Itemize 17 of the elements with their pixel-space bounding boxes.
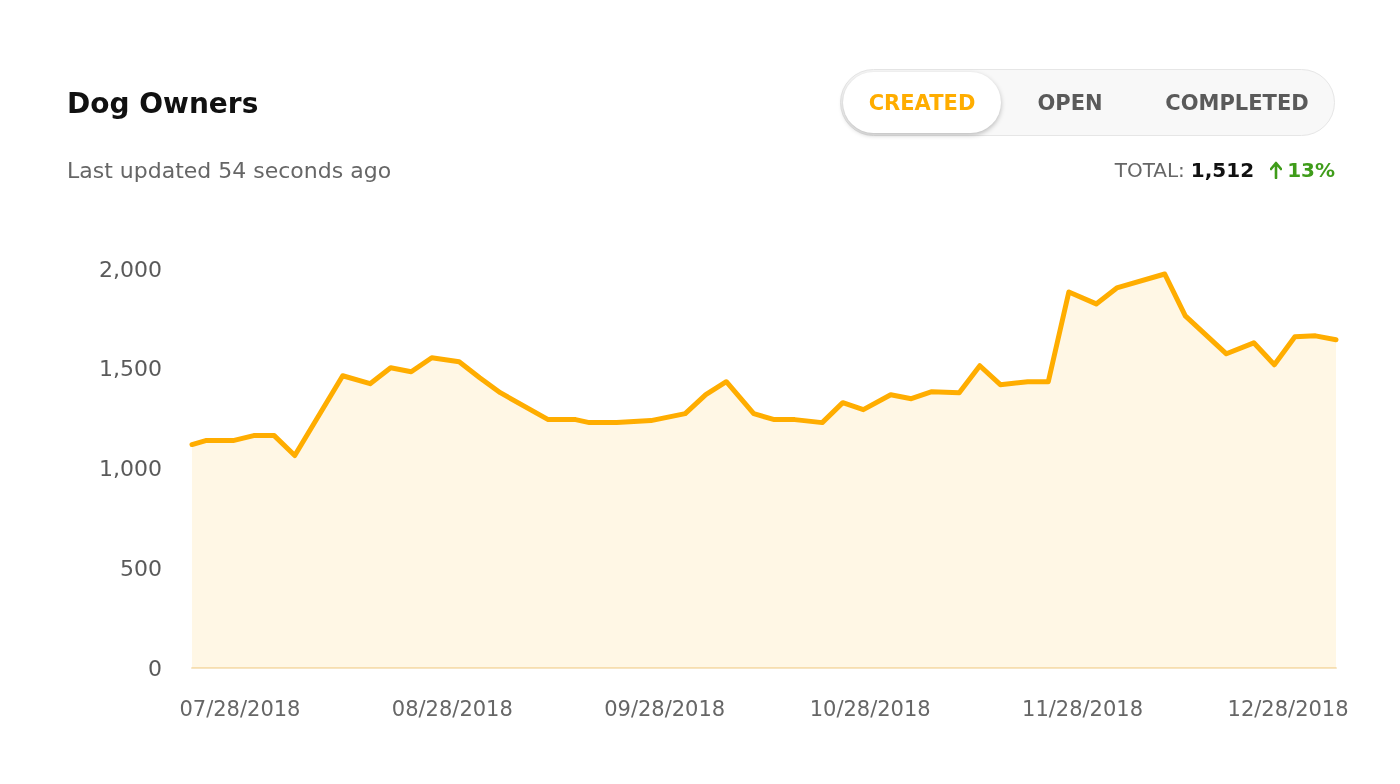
x-tick-label: 09/28/2018 <box>604 696 726 721</box>
x-tick-label: 07/28/2018 <box>179 696 301 721</box>
x-tick-label: 10/28/2018 <box>809 696 931 721</box>
segmented-control: CREATED OPEN COMPLETED <box>840 69 1335 136</box>
text: TOTAL: <box>1114 158 1185 182</box>
chart-title: Dog Owners <box>67 87 259 120</box>
y-tick-label: 0 <box>148 655 162 681</box>
text: 13% <box>1287 158 1335 182</box>
text: 1,512 <box>1190 158 1255 182</box>
y-tick-label: 500 <box>120 555 162 581</box>
x-tick-label: 12/28/2018 <box>1227 696 1349 721</box>
x-tick-label: 11/28/2018 <box>1022 696 1144 721</box>
y-tick-label: 1,000 <box>99 456 162 481</box>
chart-subtitle: Last updated 54 seconds ago <box>67 158 392 183</box>
y-tick-label: 1,500 <box>99 356 162 382</box>
y-tick-label: 2,000 <box>99 256 162 282</box>
x-tick-label: 08/28/2018 <box>391 696 513 721</box>
